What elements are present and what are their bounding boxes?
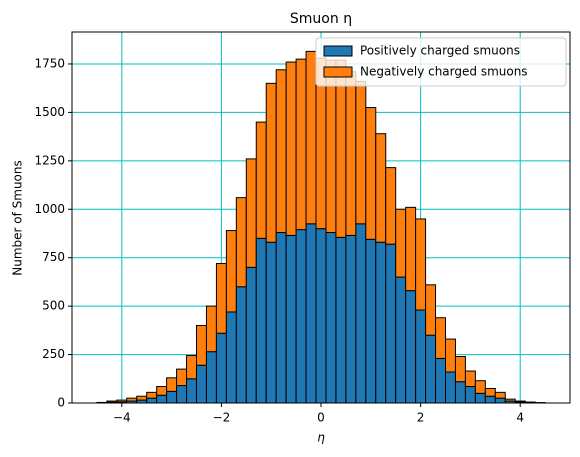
bar xyxy=(186,378,197,404)
bar xyxy=(474,380,486,394)
bar xyxy=(375,241,387,404)
bar xyxy=(464,386,476,404)
legend-label: Negatively charged smuons xyxy=(360,65,528,79)
bar xyxy=(385,167,397,245)
bar xyxy=(285,61,297,236)
bar xyxy=(196,364,207,404)
bar xyxy=(395,276,407,404)
y-tick-label: 1000 xyxy=(34,202,65,216)
bar xyxy=(255,237,267,404)
bar xyxy=(365,238,377,404)
bar xyxy=(235,197,247,288)
bar xyxy=(335,59,347,238)
bar xyxy=(245,158,257,268)
bar xyxy=(305,50,317,225)
legend-box xyxy=(315,37,567,87)
bar xyxy=(225,311,237,404)
bar xyxy=(146,397,158,404)
bar xyxy=(454,356,466,383)
bar xyxy=(156,394,168,404)
bar xyxy=(425,284,437,336)
bar xyxy=(375,133,387,243)
bar xyxy=(255,121,267,239)
legend-swatch xyxy=(323,45,353,57)
bar xyxy=(205,305,217,353)
bar xyxy=(415,218,427,311)
bar xyxy=(335,236,347,404)
bar xyxy=(225,230,237,313)
bar xyxy=(445,371,456,404)
x-tick-label: −2 xyxy=(213,411,231,425)
y-tick-label: 500 xyxy=(42,299,65,313)
y-tick-label: 250 xyxy=(42,347,65,361)
bar xyxy=(136,395,148,401)
bar xyxy=(494,397,506,404)
bar xyxy=(116,399,128,403)
bar xyxy=(464,370,476,388)
bar xyxy=(275,232,287,404)
bar xyxy=(315,228,327,404)
bar xyxy=(106,400,118,403)
bar xyxy=(215,332,227,404)
bar xyxy=(176,368,188,387)
bar xyxy=(166,390,178,404)
bar xyxy=(345,234,357,404)
bar xyxy=(245,266,257,404)
bar xyxy=(295,58,307,231)
y-tick-label: 1500 xyxy=(34,105,65,119)
bar xyxy=(265,241,277,404)
bar xyxy=(504,398,516,402)
y-tick-label: 750 xyxy=(42,250,65,264)
bar xyxy=(186,355,197,380)
bar xyxy=(425,334,437,404)
bar xyxy=(484,395,496,404)
bar xyxy=(265,82,277,243)
bar xyxy=(295,229,307,404)
bar xyxy=(355,80,367,225)
bar xyxy=(235,286,247,404)
y-axis-label: Number of Smuons xyxy=(11,160,25,276)
bar xyxy=(454,381,466,404)
bar xyxy=(215,263,227,334)
x-tick-label: 2 xyxy=(417,411,425,425)
bar xyxy=(305,223,317,404)
bar xyxy=(405,290,417,404)
x-tick-label: 4 xyxy=(516,411,524,425)
bar xyxy=(275,69,287,234)
chart-title: Smuon η xyxy=(290,11,352,27)
bar xyxy=(474,392,486,404)
bars xyxy=(96,50,546,404)
bar xyxy=(484,387,496,397)
bar xyxy=(325,232,337,404)
bar xyxy=(345,71,357,236)
bar xyxy=(445,338,456,373)
x-axis-label: η xyxy=(317,431,325,445)
bar xyxy=(514,400,526,403)
bar xyxy=(405,206,417,292)
y-tick-label: 0 xyxy=(57,396,65,410)
legend-swatch xyxy=(323,66,353,78)
x-tick-label: 0 xyxy=(317,411,325,425)
legend-label: Positively charged smuons xyxy=(360,44,520,58)
bar xyxy=(146,391,158,399)
x-tick-label: −4 xyxy=(113,411,131,425)
y-tick-label: 1250 xyxy=(34,153,65,167)
bar xyxy=(365,107,377,240)
bar xyxy=(355,223,367,404)
bar xyxy=(205,351,217,404)
y-tick-label: 1750 xyxy=(34,56,65,70)
bar xyxy=(196,325,207,366)
bar xyxy=(494,391,506,399)
bar xyxy=(176,385,188,404)
bar xyxy=(435,357,447,404)
bar xyxy=(126,397,138,402)
bar xyxy=(415,309,427,404)
bar xyxy=(385,243,397,404)
bar xyxy=(285,234,297,404)
bar xyxy=(395,208,407,278)
bar xyxy=(166,377,178,392)
bar xyxy=(435,317,447,359)
bar xyxy=(156,386,168,396)
